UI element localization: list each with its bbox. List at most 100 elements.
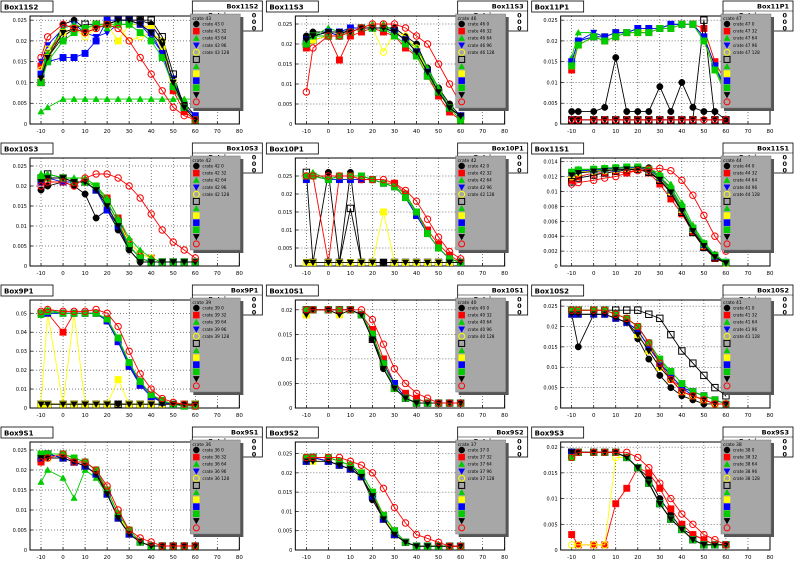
y-tick-label: 0.01	[281, 357, 292, 363]
data-point	[723, 474, 731, 482]
data-point	[700, 396, 708, 404]
data-point	[723, 98, 731, 106]
legend-label: crate 36 32	[202, 455, 226, 460]
legend-header: crate 38	[723, 442, 742, 448]
legend-entry	[458, 240, 466, 248]
legend-entry: crate 39 128	[192, 332, 229, 340]
x-tick-label: 70	[214, 555, 221, 561]
data-point	[92, 309, 100, 317]
data-point	[678, 526, 686, 534]
data-point	[574, 448, 582, 456]
data-point	[700, 530, 708, 539]
legend-label: crate 39 128	[202, 334, 229, 339]
data-point	[623, 169, 631, 177]
data-point	[700, 116, 708, 124]
x-tick-label: 80	[236, 413, 243, 419]
data-point	[357, 311, 366, 319]
data-point	[193, 219, 200, 226]
data-point	[656, 359, 664, 367]
data-point	[125, 401, 133, 408]
legend-entry: crate 40 96	[458, 326, 492, 333]
legend-label: crate 39 64	[202, 320, 226, 325]
data-point	[590, 108, 598, 115]
x-tick-label: 20	[634, 555, 641, 561]
panel-title-box	[265, 0, 319, 13]
x-tick-label: 0	[592, 413, 596, 419]
data-point	[445, 259, 454, 267]
x-tick-label: 50	[435, 271, 442, 277]
data-point	[723, 70, 731, 77]
y-tick-label: 0.015	[543, 471, 557, 477]
data-point	[723, 77, 731, 84]
x-tick-label: 80	[501, 129, 508, 135]
data-point	[158, 259, 166, 266]
data-point	[458, 190, 466, 198]
data-point	[125, 359, 133, 366]
legend-label: crate 39 0	[202, 306, 224, 311]
data-point	[412, 400, 421, 407]
legend-entry: crate 42 32	[193, 169, 227, 177]
legend-header: crate 40	[458, 300, 477, 306]
y-tick-label: 0.02	[547, 39, 558, 45]
legend-label: crate 38 128	[733, 476, 760, 481]
data-point	[147, 385, 155, 393]
data-point	[180, 111, 188, 120]
x-tick-label: 10	[82, 555, 89, 561]
data-point	[147, 16, 155, 24]
data-point	[70, 24, 78, 33]
x-tick-label: 50	[170, 413, 177, 419]
legend-entry	[723, 382, 731, 390]
data-point	[136, 246, 144, 253]
legend-entry	[723, 55, 731, 63]
legend-entry: crate 40 64	[458, 318, 492, 325]
chart-panel-box11s3: -10 0 10 20 30 40 50 60 70 80 0 0.005 0.01 0.015 0.02 0…	[265, 0, 529, 135]
entries-value: 0	[782, 25, 787, 33]
data-point	[193, 496, 200, 503]
legend-entry: crate 47 128	[723, 48, 760, 56]
data-point	[70, 401, 78, 408]
x-tick-label: 20	[104, 413, 111, 419]
data-point	[723, 481, 731, 489]
legend-label: crate 39 96	[202, 327, 226, 332]
data-point	[723, 346, 731, 354]
legend-entry: crate 47 32	[723, 27, 757, 35]
legend-entry	[193, 361, 200, 368]
legend-entry: crate 38 0	[723, 446, 755, 454]
legend-entry	[458, 346, 466, 354]
x-tick-label: 70	[744, 129, 751, 135]
y-tick-label: 0.05	[16, 311, 27, 317]
legend-header: crate 41	[723, 300, 742, 306]
data-point	[645, 480, 653, 487]
data-point	[700, 211, 708, 220]
data-point	[192, 346, 200, 354]
data-point	[634, 322, 642, 331]
data-point	[43, 305, 52, 314]
data-point	[723, 311, 731, 319]
y-tick-label: 0.005	[278, 529, 292, 535]
x-tick-label: 30	[126, 271, 133, 277]
data-point	[458, 468, 466, 475]
data-point	[81, 49, 89, 57]
data-point	[37, 307, 45, 316]
legend-entry: crate 38 96	[723, 468, 757, 475]
data-point	[379, 48, 388, 56]
data-point	[114, 515, 122, 522]
data-point	[700, 371, 708, 380]
data-point	[458, 48, 466, 56]
data-point	[678, 20, 686, 28]
x-tick-label: 50	[700, 555, 707, 561]
legend-label: crate 40 64	[468, 320, 492, 325]
legend-entry: crate 47 64	[723, 34, 757, 41]
legend-header: crate 46	[458, 16, 477, 22]
data-point	[401, 186, 410, 195]
data-point	[114, 223, 122, 230]
stats-title: Box11S2	[226, 3, 258, 11]
entries-value: 0	[252, 154, 257, 162]
y-tick-label: 0	[24, 122, 27, 128]
data-point	[722, 260, 730, 267]
legend-entry: crate 43 0	[193, 20, 224, 28]
legend-label: crate 44 32	[733, 171, 757, 176]
legend-entry	[193, 226, 200, 233]
panel-title: Box11S3	[269, 4, 303, 12]
entries-value: 0	[517, 160, 522, 168]
